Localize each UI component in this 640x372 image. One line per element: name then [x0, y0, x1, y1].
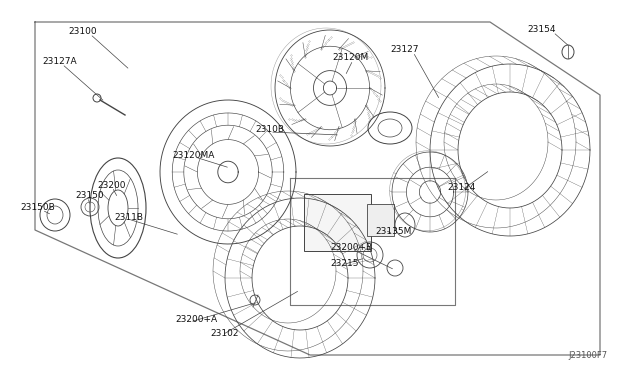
Text: 23200: 23200 [97, 180, 125, 189]
Text: 23200+A: 23200+A [175, 315, 217, 324]
Text: 23120M: 23120M [332, 54, 368, 62]
Text: 23120MA: 23120MA [172, 151, 214, 160]
Text: 23200+B: 23200+B [330, 243, 372, 251]
Text: 23127: 23127 [390, 45, 419, 55]
Text: 23215: 23215 [330, 259, 358, 267]
Text: 23150: 23150 [75, 190, 104, 199]
Text: 2310B: 2310B [255, 125, 284, 135]
Text: J23100F7: J23100F7 [569, 351, 608, 360]
Text: 23102: 23102 [210, 328, 239, 337]
Text: 23100: 23100 [68, 28, 97, 36]
Text: 2311B: 2311B [114, 212, 143, 221]
Text: 23124: 23124 [447, 183, 476, 192]
Text: 23135M: 23135M [375, 228, 412, 237]
Text: 23127A: 23127A [42, 58, 77, 67]
FancyBboxPatch shape [367, 204, 394, 236]
FancyBboxPatch shape [304, 194, 371, 251]
Text: 23150B: 23150B [20, 203, 55, 212]
Text: 23154: 23154 [527, 26, 556, 35]
